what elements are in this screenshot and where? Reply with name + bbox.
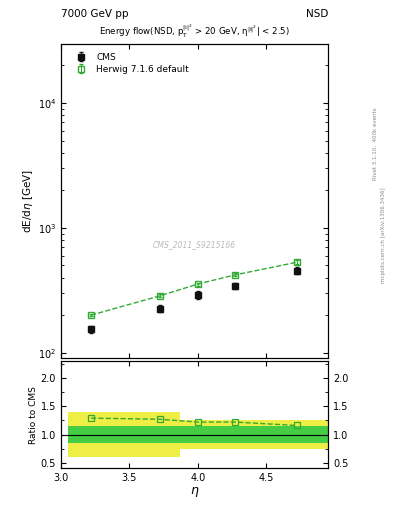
Legend: CMS, Herwig 7.1.6 default: CMS, Herwig 7.1.6 default (68, 51, 191, 75)
Text: Rivet 3.1.10,  400k events: Rivet 3.1.10, 400k events (373, 107, 378, 180)
Text: CMS_2011_S9215166: CMS_2011_S9215166 (153, 241, 236, 249)
Y-axis label: Ratio to CMS: Ratio to CMS (29, 386, 38, 444)
Text: NSD: NSD (306, 9, 328, 19)
Text: Energy flow(NSD, $\mathregular{p_T^{|i|^2}}$ > 20 GeV, $\mathregular{\eta^{|i|^2: Energy flow(NSD, $\mathregular{p_T^{|i|^… (99, 23, 290, 40)
X-axis label: $\eta$: $\eta$ (190, 485, 199, 499)
Text: 7000 GeV pp: 7000 GeV pp (61, 9, 129, 19)
Text: mcplots.cern.ch [arXiv:1306.3436]: mcplots.cern.ch [arXiv:1306.3436] (381, 188, 386, 283)
Y-axis label: dE/d$\eta$ [GeV]: dE/d$\eta$ [GeV] (21, 169, 35, 233)
